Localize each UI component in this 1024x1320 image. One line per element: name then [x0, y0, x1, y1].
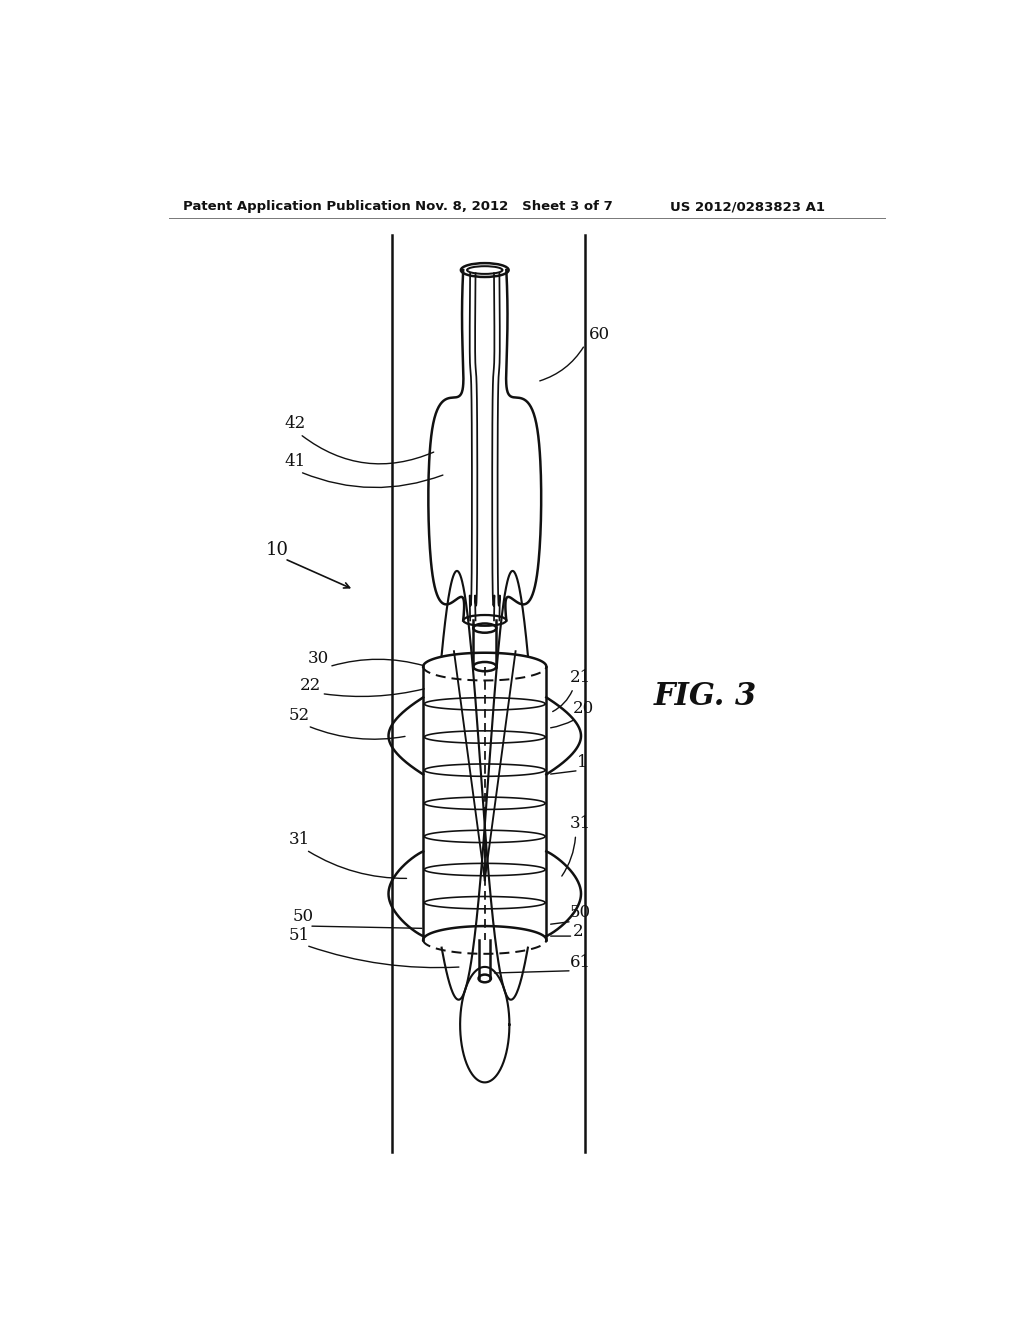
Text: Nov. 8, 2012   Sheet 3 of 7: Nov. 8, 2012 Sheet 3 of 7	[416, 201, 613, 214]
Text: 20: 20	[573, 700, 595, 717]
Text: 30: 30	[307, 649, 329, 667]
Text: 31: 31	[289, 830, 309, 847]
Text: 1: 1	[578, 754, 588, 771]
Text: 50: 50	[569, 904, 591, 921]
Text: 60: 60	[589, 326, 610, 343]
Text: 31: 31	[569, 816, 591, 833]
Text: 61: 61	[569, 954, 591, 972]
Text: Patent Application Publication: Patent Application Publication	[183, 201, 411, 214]
Text: 41: 41	[285, 453, 306, 470]
Text: 50: 50	[292, 908, 313, 925]
Text: 52: 52	[289, 708, 309, 725]
Text: 2: 2	[573, 923, 584, 940]
Text: 51: 51	[289, 927, 309, 944]
Text: 22: 22	[300, 677, 322, 694]
Text: 42: 42	[285, 414, 306, 432]
Text: 21: 21	[569, 669, 591, 686]
Text: US 2012/0283823 A1: US 2012/0283823 A1	[670, 201, 824, 214]
Text: 10: 10	[265, 541, 289, 558]
Text: FIG. 3: FIG. 3	[654, 681, 758, 711]
